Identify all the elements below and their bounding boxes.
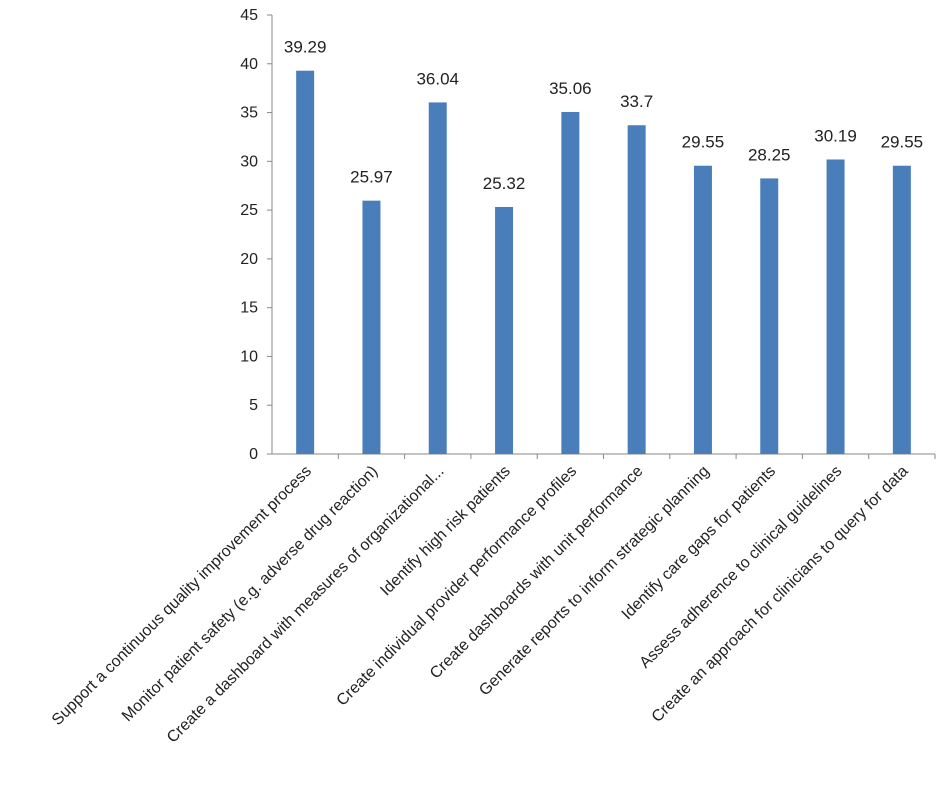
data-label: 30.19 — [814, 126, 857, 145]
y-tick-label: 30 — [240, 153, 258, 170]
bar — [892, 165, 911, 454]
category-label: Support a continuous quality improvement… — [49, 463, 315, 729]
data-label: 39.29 — [284, 38, 327, 57]
y-tick-label: 5 — [249, 397, 258, 414]
label-layer: 39.29 Support a continuous quality improv… — [49, 38, 923, 747]
data-label: 29.55 — [682, 133, 725, 152]
bar — [362, 200, 381, 454]
data-label: 29.55 — [881, 133, 924, 152]
category-label: Monitor patient safety (e.g. adverse dru… — [119, 463, 381, 725]
y-tick-label: 45 — [240, 7, 258, 24]
bar — [561, 111, 580, 455]
category-label: Generate reports to inform strategic pla… — [476, 463, 713, 700]
data-label: 33.7 — [620, 92, 653, 111]
bar — [627, 125, 646, 454]
bar — [296, 70, 315, 454]
category-label: Create individual provider performance p… — [334, 463, 581, 710]
y-tick-label: 10 — [240, 348, 258, 365]
bar-layer — [296, 70, 911, 455]
y-tick-label: 15 — [240, 300, 258, 317]
category-label: Create an approach for clinicians to que… — [649, 463, 912, 726]
bar — [693, 165, 712, 454]
data-label: 25.97 — [350, 168, 393, 187]
bar — [826, 159, 845, 454]
y-tick-label: 0 — [249, 446, 258, 463]
data-label: 35.06 — [549, 79, 592, 98]
data-label: 36.04 — [416, 69, 459, 88]
y-tick-label: 20 — [240, 251, 258, 268]
bar — [760, 178, 779, 454]
y-tick-label: 40 — [240, 56, 258, 73]
bar — [428, 102, 447, 454]
category-label: Create a dashboard with measures of orga… — [164, 463, 448, 747]
axis-layer: 0 5 10 15 20 25 30 35 40 45 — [240, 7, 936, 463]
data-label: 28.25 — [748, 145, 791, 164]
data-label: 25.32 — [483, 174, 526, 193]
category-label: Identify high risk patients — [377, 463, 514, 600]
y-tick-label: 25 — [240, 202, 258, 219]
y-tick-label: 35 — [240, 105, 258, 122]
bar — [495, 206, 514, 454]
